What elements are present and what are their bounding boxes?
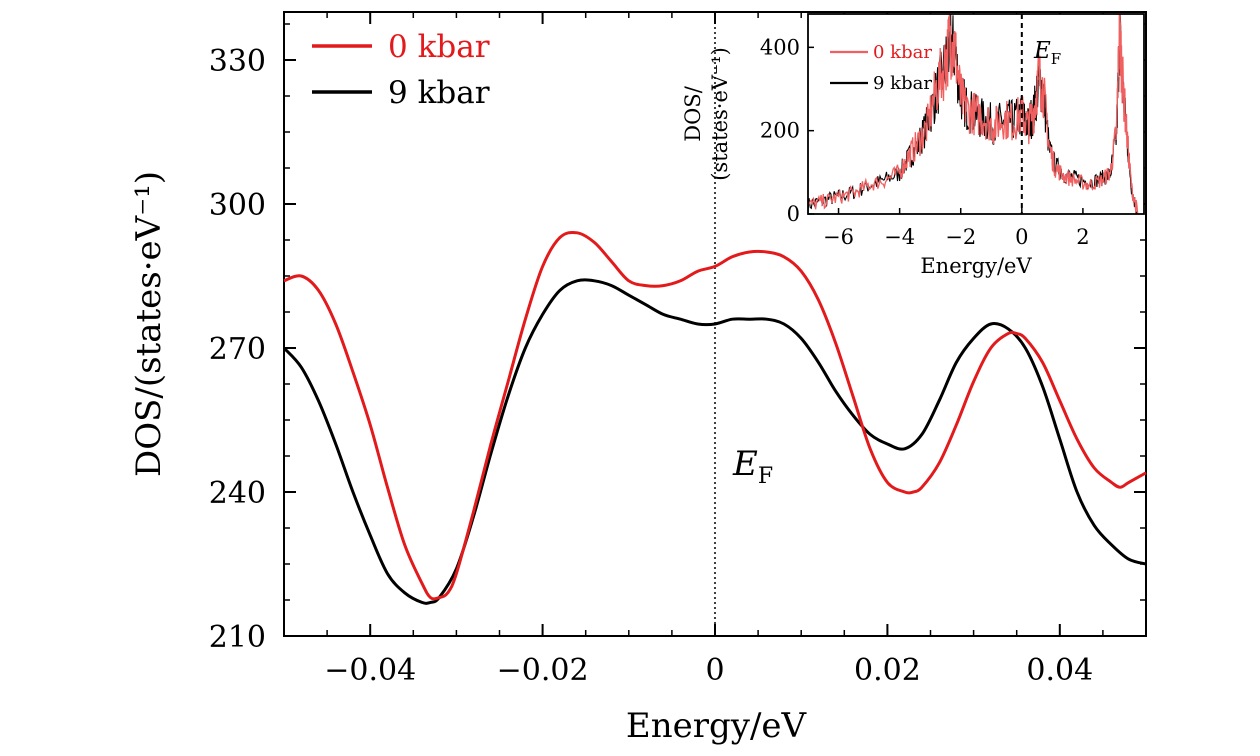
x-tick-label: −0.02 (497, 653, 589, 688)
inset-fermi-annotation: EF (1033, 38, 1061, 68)
inset-frame (807, 13, 1145, 215)
inset-x-tick-label: −4 (884, 225, 915, 249)
inset-x-tick-label: −2 (945, 225, 976, 249)
inset-tick-labels: −6 −4 −2 0 2 0 200 400 (760, 35, 1090, 249)
main-legend: 0 kbar 9 kbar (312, 29, 490, 111)
legend-label-0kbar: 0 kbar (388, 29, 490, 65)
x-tick-label: 0 (705, 653, 724, 688)
inset-series-lines (807, 13, 1139, 215)
y-tick-label: 330 (209, 44, 266, 79)
fermi-annotation: EF (732, 444, 773, 489)
x-axis-label: Energy/eV (626, 706, 808, 746)
legend-label-9kbar: 9 kbar (388, 75, 490, 111)
x-tick-label: 0.02 (854, 653, 921, 688)
inset-y-axis-label-line1: DOS/ (681, 85, 705, 141)
y-tick-label: 210 (209, 620, 266, 655)
y-tick-label: 240 (209, 476, 266, 511)
x-tick-label: −0.04 (324, 653, 416, 688)
y-tick-label: 300 (209, 188, 266, 223)
inset-x-axis-label: Energy/eV (920, 254, 1032, 278)
inset-legend-label-9kbar: 9 kbar (873, 73, 932, 94)
inset-x-tick-label: 2 (1076, 225, 1089, 249)
inset-axis-ticks (808, 46, 1084, 215)
inset-y-axis-label-2: (states·eV⁻¹) (708, 47, 732, 181)
fermi-annotation-symbol: E (732, 444, 758, 484)
fermi-annotation-subscript: F (758, 464, 773, 489)
inset-series-line-0-kbar (807, 13, 1139, 215)
inset-legend-label-0kbar: 0 kbar (873, 42, 932, 63)
inset-y-axis-label: DOS/ (681, 85, 705, 141)
inset-fermi-annotation-subscript: F (1051, 50, 1061, 68)
y-tick-label: 270 (209, 332, 266, 367)
inset-y-tick-label: 200 (760, 119, 800, 143)
inset-x-tick-label: 0 (1015, 225, 1028, 249)
x-tick-label: 0.04 (1026, 653, 1093, 688)
main-series-lines (282, 230, 1147, 605)
y-axis-label: DOS/(states·eV⁻¹) (129, 171, 169, 477)
series-line-9-kbar (282, 278, 1147, 605)
inset-y-tick-label: 400 (760, 35, 800, 59)
series-line-0-kbar (283, 230, 1147, 601)
inset-fermi-annotation-symbol: E (1033, 38, 1051, 64)
inset-y-axis-label-line2: (states·eV⁻¹) (708, 47, 732, 181)
inset-legend: 0 kbar 9 kbar (830, 42, 932, 94)
inset-x-tick-label: −6 (823, 225, 854, 249)
main-tick-labels: −0.04 −0.02 0 0.02 0.04 210 240 270 300 330 (209, 44, 1093, 688)
inset-y-tick-label: 0 (787, 202, 800, 226)
